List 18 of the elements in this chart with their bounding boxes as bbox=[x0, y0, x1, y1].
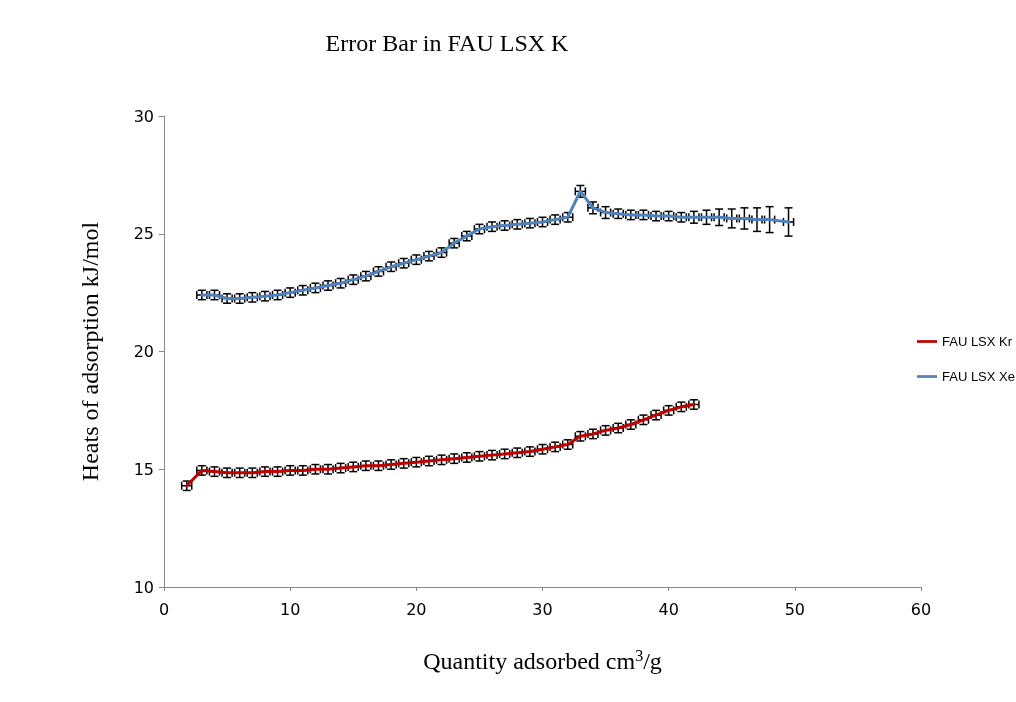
x-tick-label: 0 bbox=[158, 599, 170, 619]
x-tick-label: 30 bbox=[532, 599, 553, 619]
y-axis-title: Heats of adsorption kJ/mol bbox=[77, 221, 103, 482]
x-tick-label: 10 bbox=[279, 599, 301, 619]
x-tick-label: 20 bbox=[406, 599, 427, 619]
line-series bbox=[200, 189, 791, 301]
y-tick-label: 20 bbox=[133, 342, 154, 361]
x-tick-label: 60 bbox=[910, 599, 932, 619]
y-tick-label: 10 bbox=[133, 577, 154, 597]
x-tick-label: 40 bbox=[658, 599, 679, 619]
y-tick-label: 30 bbox=[133, 106, 154, 126]
x-tick-label: 50 bbox=[784, 599, 806, 619]
chart-title: Error Bar in FAU LSX K bbox=[325, 30, 570, 56]
y-tick-label: 15 bbox=[133, 459, 154, 479]
legend-label: FAU LSX Kr bbox=[942, 334, 1013, 349]
legend-label: FAU LSX Xe bbox=[942, 369, 1015, 384]
line-series bbox=[185, 402, 696, 488]
y-tick-label: 25 bbox=[133, 224, 154, 244]
